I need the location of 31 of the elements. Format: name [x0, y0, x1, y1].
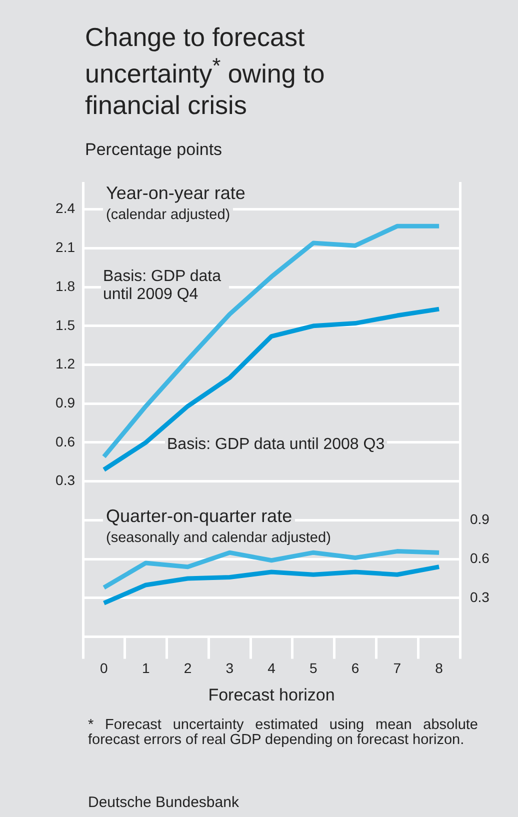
x-tick-label: 2 — [184, 660, 192, 676]
text: * Forecast uncertainty estimated using mean absolute forecast errors of real GDP depending on forecast horizon. — [85, 717, 481, 748]
y-tick-label: 0.9 — [56, 394, 76, 410]
y-tick-label: 0.6 — [56, 433, 76, 450]
annotation: Year-on-year rate — [103, 183, 248, 204]
annotation: (calendar adjusted) — [103, 207, 234, 224]
y-tick-label: 2.1 — [56, 239, 76, 256]
x-tick-label: 5 — [309, 660, 318, 676]
y2-tick-label: 0.9 — [470, 511, 490, 528]
x-tick-label: 4 — [268, 660, 276, 676]
y2-tick-label: 0.6 — [470, 550, 490, 566]
x-tick-label: 0 — [100, 660, 108, 676]
y-tick-label: 1.2 — [56, 356, 76, 372]
x-tick-label: 1 — [142, 660, 150, 676]
annotation: (seasonally and calendar adjusted) — [103, 530, 334, 547]
y-axis-title: Percentage points — [85, 140, 222, 160]
x-tick-label: 7 — [393, 660, 402, 676]
y-tick-label: 1.5 — [56, 316, 76, 333]
y-tick-label: 2.4 — [56, 200, 76, 216]
x-axis-title: Forecast horizon — [208, 685, 335, 704]
annotation: Quarter-on-quarter rate — [103, 506, 296, 527]
x-tick-label: 8 — [435, 660, 444, 676]
series-label: Basis: GDP data until 2009 Q4 — [101, 268, 229, 305]
chart-title: Change to forecast uncertainty$^{*}$ owing to financial crisis — [85, 22, 375, 122]
y-tick-label: 0.3 — [56, 472, 76, 488]
series-label: Basis: GDP data until 2008 Q3 — [165, 436, 387, 454]
x-tick-label: 3 — [226, 660, 234, 676]
x-tick-label: 6 — [351, 660, 360, 676]
y2-tick-label: 0.3 — [470, 588, 490, 605]
text: Deutsche Bundesbank — [85, 794, 242, 812]
y-tick-label: 1.8 — [56, 278, 76, 294]
